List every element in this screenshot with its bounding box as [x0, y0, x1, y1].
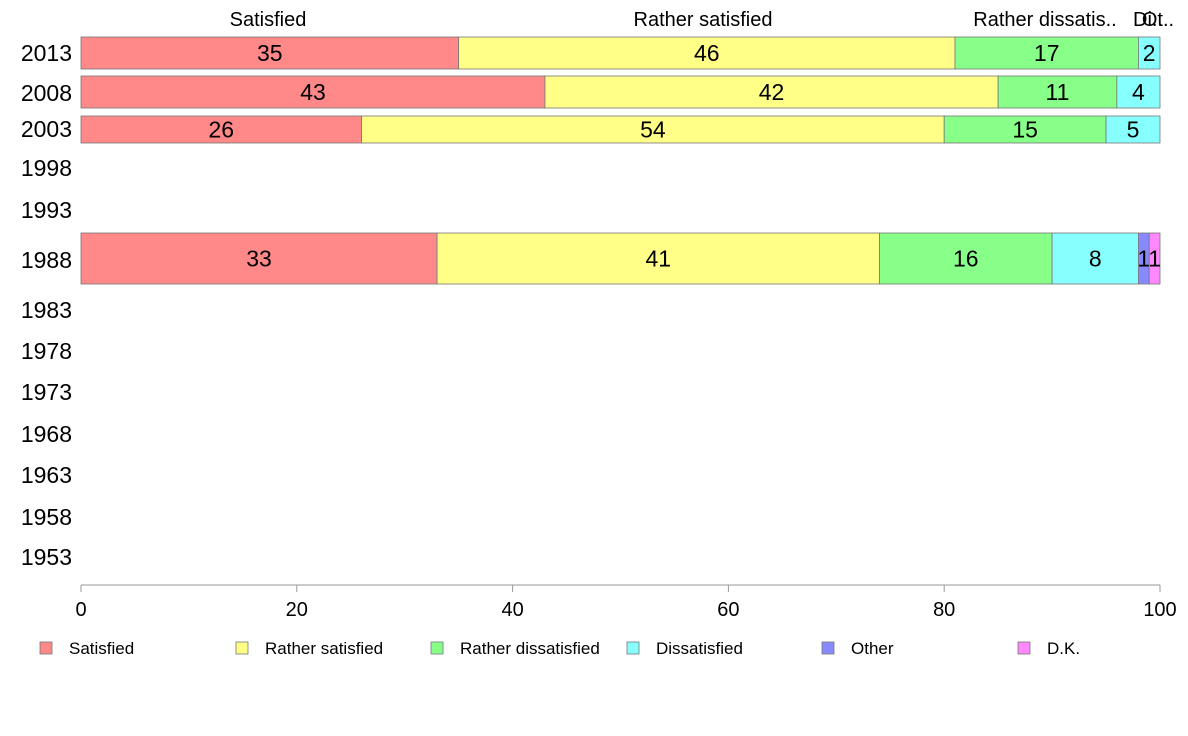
bar-label-1988-0: 33: [246, 246, 272, 272]
legend-swatch-1: [235, 641, 249, 655]
bar-2008-0: [80, 75, 546, 109]
top-label-2: Rather dissatis..: [973, 9, 1116, 31]
bar-label-2008-2: 11: [1046, 79, 1070, 105]
bar-label-2008-1: 42: [759, 79, 785, 105]
legend-label-2: Rather dissatisfied: [460, 639, 600, 658]
legend-label-0: Satisfied: [69, 639, 134, 658]
x-tick-label-60: 60: [717, 599, 739, 621]
bar-label-2003-2: 15: [1012, 117, 1038, 143]
row-label-1998: 1998: [21, 155, 72, 181]
legend-label-1: Rather satisfied: [265, 639, 383, 658]
row-label-2008: 2008: [21, 80, 72, 106]
bar-1988-5: [1148, 232, 1161, 285]
row-label-1978: 1978: [21, 338, 72, 364]
bar-label-1988-5: 1: [1148, 246, 1161, 272]
legend-swatch-4: [821, 641, 835, 655]
bar-2003-1: [361, 115, 945, 144]
bar-2003-2: [943, 115, 1107, 144]
x-tick-label-100: 100: [1143, 599, 1176, 621]
row-label-2003: 2003: [21, 116, 72, 142]
bar-label-1988-1: 41: [645, 246, 671, 272]
top-label-4: Ot..: [1142, 9, 1174, 31]
row-label-2013: 2013: [21, 40, 72, 66]
bar-label-2003-0: 26: [208, 117, 234, 143]
top-label-1: Rather satisfied: [634, 9, 773, 31]
row-label-1993: 1993: [21, 197, 72, 223]
legend: Satisfied Rather satisfied Rather dissatis…: [39, 639, 1080, 658]
row-label-1983: 1983: [21, 297, 72, 323]
bar-2008-1: [544, 75, 999, 109]
bar-2003-3: [1105, 115, 1161, 144]
x-tick-label-0: 0: [75, 599, 86, 621]
bar-label-2008-3: 4: [1132, 79, 1145, 105]
row-label-1973: 1973: [21, 379, 72, 405]
bar-2008-2: [997, 75, 1118, 109]
bar-2003-0: [80, 115, 362, 144]
row-label-1963: 1963: [21, 462, 72, 488]
bar-1988-2: [879, 232, 1053, 285]
x-tick-label-40: 40: [501, 599, 523, 621]
legend-swatch-2: [430, 641, 444, 655]
row-label-1953: 1953: [21, 544, 72, 570]
bar-label-2008-0: 43: [300, 79, 326, 105]
bar-label-2013-2: 17: [1034, 40, 1060, 66]
bar-2013-1: [458, 36, 956, 70]
bar-2008-3: [1116, 75, 1161, 109]
bars: 35 46 17 2 43 42 11 4 26 54 15 5 33 41 16 8 11: [80, 36, 1161, 285]
bar-label-2013-0: 35: [257, 40, 283, 66]
top-labels: Satisfied Rather satisfied Rather dissatis…: [230, 9, 1174, 31]
top-label-3: Di..: [1133, 9, 1163, 31]
legend-swatch-3: [626, 641, 640, 655]
x-tick-label-20: 20: [286, 599, 308, 621]
x-tick-label-80: 80: [933, 599, 955, 621]
bar-label-1988-4: 1: [1137, 246, 1150, 272]
legend-label-4: Other: [851, 639, 894, 658]
row-label-1988: 1988: [21, 247, 72, 273]
legend-swatch-5: [1017, 641, 1031, 655]
bar-label-2013-3: 2: [1143, 40, 1156, 66]
x-axis: 0 20 40 60 80 100: [75, 584, 1177, 621]
bar-label-2003-1: 54: [640, 117, 666, 143]
bar-label-2013-1: 46: [694, 40, 720, 66]
bar-2013-3: [1138, 36, 1161, 70]
legend-swatch-0: [39, 641, 53, 655]
bar-1988-3: [1051, 232, 1139, 285]
top-label-0: Satisfied: [230, 9, 307, 31]
row-label-1958: 1958: [21, 504, 72, 530]
row-labels: 2013 2008 2003 1998 1993 1988 1983 1978 1973 1968…: [21, 40, 72, 570]
row-label-1968: 1968: [21, 421, 72, 447]
bar-label-1988-3: 8: [1089, 246, 1102, 272]
bar-label-2003-3: 5: [1127, 117, 1140, 143]
bar-label-1988-2: 16: [953, 246, 979, 272]
legend-label-3: Dissatisfied: [656, 639, 743, 658]
bar-1988-0: [80, 232, 438, 285]
legend-label-5: D.K.: [1047, 639, 1080, 658]
